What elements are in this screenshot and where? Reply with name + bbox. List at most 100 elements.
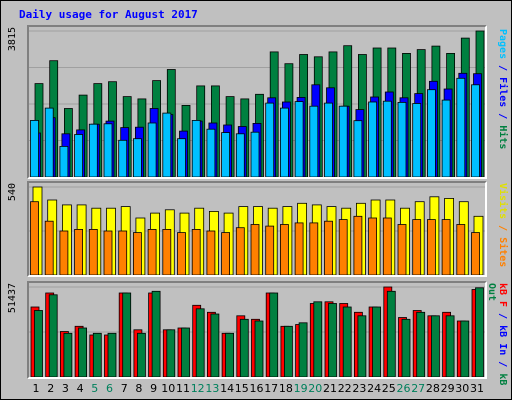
legend-text: Pages — [497, 29, 508, 60]
bar-kb-out — [445, 315, 455, 377]
bar-sites — [177, 232, 186, 275]
bar-pages — [294, 101, 304, 177]
bar-kb-out — [254, 320, 264, 377]
bar-pages — [191, 120, 201, 177]
bar-pages — [235, 133, 245, 177]
legend-top: Pages / Files / Hits — [494, 29, 508, 149]
y-max-label-bot: 51437 — [7, 283, 18, 314]
bar-sites — [456, 224, 466, 275]
legend-text: kB Out — [486, 283, 508, 386]
bar-pages — [309, 105, 319, 177]
bar-kb-out — [430, 315, 440, 377]
day-label: 22 — [337, 382, 352, 395]
day-label: 24 — [367, 382, 382, 395]
bar-sites — [133, 232, 142, 275]
bar-sites — [426, 219, 436, 275]
bar-kb-out — [181, 327, 190, 377]
bar-sites — [338, 219, 348, 275]
day-label: 3 — [61, 382, 69, 395]
bar-kb-out — [48, 294, 58, 377]
bar-pages — [118, 139, 128, 177]
bar-sites — [221, 232, 231, 275]
bar-sites — [118, 230, 128, 275]
bar-sites — [30, 201, 39, 275]
bar-pages — [382, 100, 392, 177]
bar-pages — [353, 120, 363, 177]
bar-sites — [103, 230, 113, 275]
bar-pages — [426, 89, 436, 177]
bar-sites — [397, 224, 407, 275]
day-label: 15 — [234, 382, 249, 395]
bar-sites — [162, 229, 172, 275]
day-label: 29 — [440, 382, 455, 395]
bar-pages — [30, 120, 39, 177]
day-label: 2 — [47, 382, 55, 395]
bar-kb-out — [210, 313, 220, 377]
bar-sites — [324, 220, 333, 275]
day-label: 16 — [249, 382, 264, 395]
bar-sites — [88, 229, 98, 275]
legend-text: / — [497, 107, 508, 126]
day-label: 12 — [190, 382, 205, 395]
bar-kb-out — [239, 318, 249, 377]
bar-kb-out — [107, 332, 117, 377]
panel-hits-files-pages — [27, 25, 487, 179]
chart-title: Daily usage for August 2017 — [19, 8, 198, 21]
bar-sites — [44, 220, 54, 275]
bar-pages — [206, 128, 216, 177]
bar-sites — [309, 222, 319, 275]
bar-sites — [235, 227, 245, 275]
bar-kb-out — [475, 287, 484, 377]
bar-pages — [221, 132, 231, 177]
day-label: 19 — [293, 382, 308, 395]
bar-kb-out — [195, 308, 205, 377]
bar-kb-out — [283, 325, 293, 377]
day-label: 9 — [150, 382, 158, 395]
bar-pages — [456, 77, 466, 177]
bar-pages — [103, 123, 113, 177]
day-label: 6 — [106, 382, 113, 395]
day-label: 7 — [120, 382, 128, 395]
y-max-label-mid: 540 — [7, 183, 18, 202]
bar-sites — [147, 229, 157, 275]
bar-pages — [250, 131, 260, 177]
bar-pages — [133, 138, 142, 177]
chart-svg-bot — [29, 286, 485, 377]
legend-text: Sites — [497, 237, 508, 268]
bar-sites — [294, 222, 304, 275]
panel-visits-sites — [27, 181, 487, 277]
day-label: 30 — [455, 382, 470, 395]
legend-text: Files — [497, 77, 508, 108]
day-label: 25 — [381, 382, 396, 395]
legend-text: / — [497, 219, 508, 238]
legend-text: kB In — [497, 325, 508, 356]
bar-kb-out — [92, 332, 102, 377]
day-label: 21 — [323, 382, 337, 395]
day-label: 26 — [396, 382, 411, 395]
bar-sites — [250, 224, 260, 275]
day-label: 14 — [220, 382, 235, 395]
bar-kb-out — [269, 292, 279, 377]
bar-pages — [412, 103, 422, 177]
bar-kb-out — [225, 332, 235, 377]
legend-text: / — [497, 355, 508, 374]
day-label: 8 — [135, 382, 143, 395]
day-label: 17 — [264, 382, 279, 395]
bar-kb-out — [328, 303, 337, 377]
bar-pages — [59, 146, 69, 177]
panel-kb — [27, 281, 487, 379]
bar-sites — [471, 232, 480, 275]
bar-pages — [338, 105, 348, 177]
bar-kb-out — [78, 327, 87, 377]
bar-sites — [412, 219, 422, 275]
bar-pages — [324, 102, 333, 177]
bar-sites — [59, 230, 69, 275]
bar-pages — [265, 102, 275, 177]
legend-text: / — [497, 307, 508, 326]
bar-kb-out — [151, 290, 161, 377]
bar-kb-out — [357, 315, 367, 377]
day-label: 23 — [352, 382, 367, 395]
day-label: 13 — [205, 382, 220, 395]
legend-text: Visits — [497, 183, 508, 220]
bar-kb-out — [372, 306, 382, 377]
